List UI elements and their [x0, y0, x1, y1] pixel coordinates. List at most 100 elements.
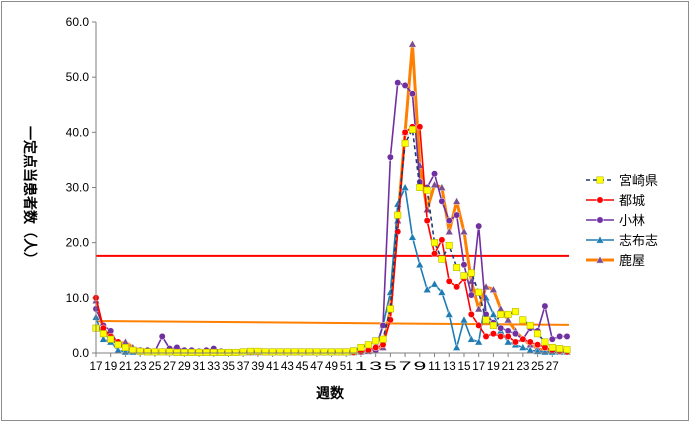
legend-entry: 小林: [586, 214, 645, 229]
data-point: [422, 285, 432, 293]
data-point: [400, 183, 410, 191]
data-point: [342, 348, 350, 356]
legend-label: 都城: [619, 194, 645, 209]
legend-label: 志布志: [619, 234, 658, 249]
data-point: [401, 81, 409, 89]
data-point: [99, 334, 108, 343]
data-point: [497, 333, 505, 340]
data-point: [180, 348, 188, 356]
x-tick-label: 51: [340, 359, 353, 373]
data-point: [534, 341, 542, 349]
data-point: [504, 333, 512, 340]
data-point: [503, 315, 513, 324]
data-point: [313, 348, 321, 356]
data-point: [409, 90, 416, 98]
x-tick-label: 37: [237, 359, 250, 373]
y-axis-ticks: 0.0 10.0 20.0 30.0 40.0 50.0 60.0: [66, 15, 96, 360]
data-point: [158, 348, 166, 356]
data-point: [210, 348, 218, 356]
data-point: [430, 279, 439, 288]
data-point: [445, 241, 453, 249]
data-point: [437, 288, 447, 296]
series-line: [95, 126, 568, 354]
data-point: [298, 348, 306, 356]
x-tick-label: 29: [178, 359, 191, 373]
data-point: [431, 170, 438, 178]
x-tick-label: 25: [531, 359, 544, 373]
data-point: [595, 235, 605, 244]
y-tick-label: 0.0: [72, 346, 89, 360]
data-point: [503, 337, 513, 346]
x-tick-label: 15: [457, 359, 470, 373]
x-tick-label: 31: [193, 359, 206, 373]
y-tick-label: 60.0: [66, 15, 90, 29]
x-tick-label: 5: [384, 359, 398, 373]
x-tick-label: 39: [251, 359, 264, 373]
series-宮崎県: [92, 126, 571, 356]
data-point: [408, 232, 417, 241]
data-point: [136, 347, 144, 355]
legend-label: 鹿屋: [619, 253, 645, 269]
data-point: [452, 343, 461, 351]
data-point: [408, 39, 417, 48]
data-point: [99, 330, 107, 338]
data-point: [453, 263, 461, 271]
data-point: [372, 337, 380, 345]
data-point: [467, 291, 475, 299]
data-point: [129, 346, 137, 354]
x-tick-label: 27: [163, 359, 176, 373]
data-point: [415, 260, 424, 269]
series-group: [91, 39, 572, 356]
data-point: [394, 211, 402, 219]
series-line: [94, 42, 567, 354]
x-tick-label: 41: [266, 359, 279, 373]
data-point: [401, 128, 409, 136]
data-point: [467, 269, 475, 277]
data-point: [158, 333, 166, 340]
data-point: [276, 348, 284, 356]
x-tick-label: 33: [207, 359, 220, 373]
data-point: [438, 255, 446, 263]
data-point: [459, 315, 469, 324]
x-axis-ticks: 17 19 21 23 25 27 29 31 33 35 37 39 41 43 45 47 49 51 1 3 5 7…: [90, 353, 559, 373]
x-tick-label: 23: [134, 359, 147, 373]
data-point: [107, 335, 115, 343]
data-point: [438, 236, 446, 244]
x-tick-label: 49: [325, 359, 338, 373]
data-point: [261, 348, 269, 356]
data-point: [445, 310, 454, 318]
x-tick-label: 7: [399, 359, 413, 373]
data-point: [232, 348, 240, 356]
data-point: [541, 302, 549, 310]
data-point: [489, 321, 497, 329]
data-point: [504, 310, 512, 318]
data-point: [291, 348, 299, 356]
data-point: [379, 335, 387, 343]
data-point: [188, 348, 196, 356]
x-tick-label: 17: [90, 359, 103, 373]
data-point: [431, 239, 439, 247]
data-point: [482, 316, 490, 324]
data-point: [475, 321, 483, 329]
y-tick-label: 40.0: [66, 125, 90, 139]
data-point: [224, 348, 232, 356]
x-tick-label: 43: [281, 359, 294, 373]
x-tick-label: 45: [296, 359, 309, 373]
data-point: [519, 335, 527, 343]
data-point: [423, 217, 431, 225]
data-point: [475, 288, 483, 296]
x-tick-label: 25: [148, 359, 161, 373]
data-point: [475, 222, 483, 230]
x-tick-label: 27: [546, 359, 559, 373]
x-tick-label: 47: [310, 359, 323, 373]
data-point: [445, 217, 453, 225]
y-tick-label: 10.0: [66, 291, 90, 305]
data-point: [534, 330, 542, 338]
data-point: [482, 333, 490, 340]
data-point: [350, 347, 358, 355]
x-axis-title: 週数: [316, 385, 345, 402]
data-point: [254, 347, 262, 355]
legend-entry: 志布志: [586, 234, 658, 249]
data-point: [416, 184, 424, 192]
legend-label: 小林: [619, 214, 645, 229]
